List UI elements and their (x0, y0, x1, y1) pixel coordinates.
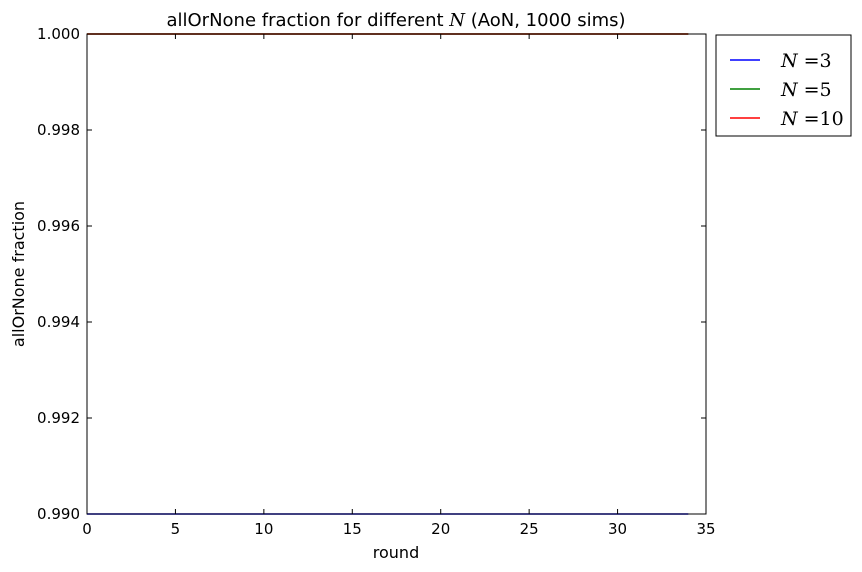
chart-title-prefix: allOrNone fraction for different (166, 10, 449, 31)
chart-title: allOrNone fraction for different N (AoN,… (166, 10, 625, 31)
y-tick-label: 0.996 (37, 217, 80, 235)
plot-area: 0 5 10 15 20 25 30 35 0.990 0.992 0.994 0.996 0.998 1… (37, 25, 716, 538)
y-axis-label: allOrNone fraction (9, 201, 28, 347)
x-tick-label: 5 (171, 520, 181, 538)
chart-title-math: N (448, 10, 466, 31)
x-tick-label: 15 (343, 520, 362, 538)
y-tick-label: 0.992 (37, 409, 80, 427)
x-tick-label: 20 (431, 520, 450, 538)
x-tick-label: 35 (696, 520, 715, 538)
x-tick-label: 25 (520, 520, 539, 538)
x-tick-label: 10 (254, 520, 273, 538)
x-tick-label: 30 (608, 520, 627, 538)
legend-label-2: N =5 (780, 79, 832, 101)
y-tick-label: 0.998 (37, 121, 80, 139)
legend-label-1: N =3 (780, 50, 832, 72)
y-tick-label: 0.990 (37, 505, 80, 523)
y-tick-label: 1.000 (37, 25, 80, 43)
plot-frame (86, 33, 707, 515)
legend-label-3: N =10 (780, 108, 844, 130)
chart-title-suffix: (AoN, 1000 sims) (465, 10, 626, 31)
legend-box (715, 34, 852, 137)
x-tick-label: 0 (82, 520, 92, 538)
y-tick-label: 0.994 (37, 313, 80, 331)
x-axis-label: round (373, 543, 419, 562)
legend: N =3 N =5 N =10 (715, 34, 852, 137)
